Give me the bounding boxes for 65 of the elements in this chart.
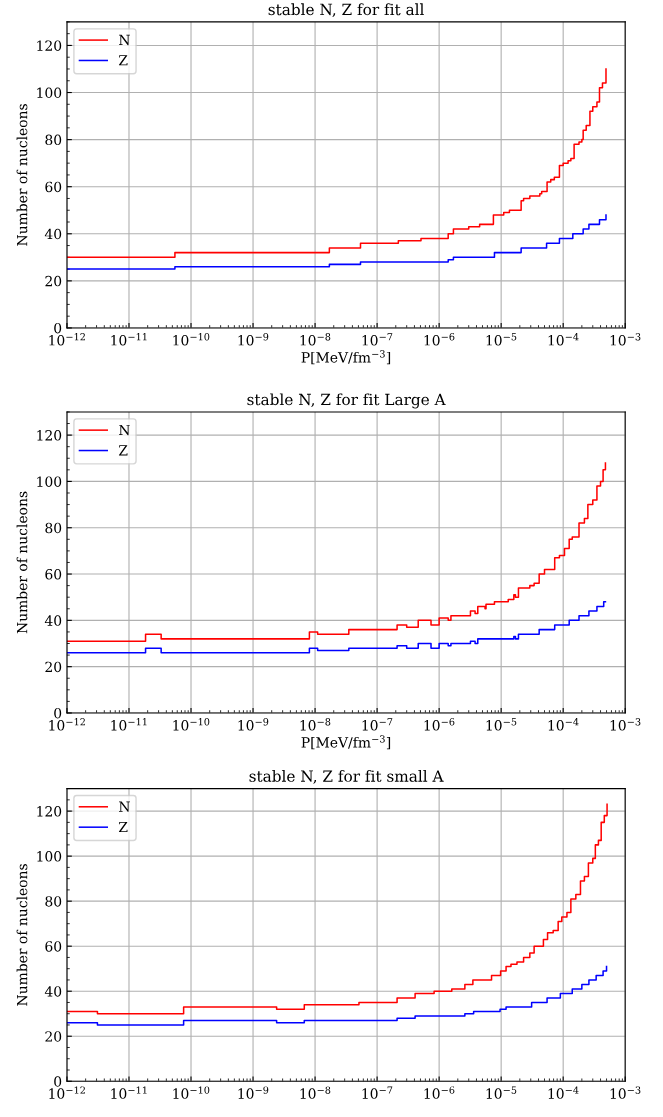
x-tick-label: 10$^{−9}$	[238, 333, 269, 346]
y-tick-label: 80	[45, 522, 62, 534]
y-tick-label: 0	[54, 1076, 62, 1087]
x-tick-label: 10$^{−12}$	[49, 333, 85, 346]
x-tick-label: 10$^{−5}$	[486, 1086, 517, 1099]
x-tick-label: 10$^{−4}$	[548, 333, 579, 346]
x-tick-label: 10$^{−11}$	[111, 1086, 147, 1099]
y-axis-title: Number of nucleons	[16, 104, 28, 246]
x-tick-label: 10$^{−3}$	[610, 718, 641, 731]
x-axis-title: P[MeV/fm$^{−3}$]	[301, 350, 391, 365]
y-tick-label: 0	[54, 707, 62, 719]
chart-title: stable N, Z for fit all	[268, 3, 424, 18]
y-tick-label: 20	[45, 275, 62, 287]
y-axis-title: Number of nucleons	[16, 491, 28, 634]
y-tick-label: 120	[37, 806, 62, 817]
x-tick-label: 10$^{−7}$	[362, 718, 393, 731]
y-tick-label: 120	[37, 430, 62, 441]
x-tick-label: 10$^{−6}$	[424, 718, 455, 731]
legend-label: Z	[118, 445, 128, 456]
y-tick-label: 0	[54, 322, 62, 334]
y-tick-label: 40	[44, 986, 62, 997]
x-tick-label: 10$^{−4}$	[548, 1086, 579, 1099]
x-tick-label: 10$^{−7}$	[362, 1086, 393, 1099]
y-tick-label: 100	[37, 851, 62, 862]
x-tick-label: 10$^{−11}$	[111, 333, 147, 346]
x-tick-label: 10$^{−3}$	[610, 1086, 641, 1099]
y-tick-label: 20	[45, 661, 62, 673]
y-tick-label: 80	[45, 134, 62, 146]
y-tick-label: 80	[45, 896, 62, 907]
y-tick-label: 60	[45, 941, 62, 952]
x-tick-label: 10$^{−12}$	[49, 718, 85, 731]
x-tick-label: 10$^{−5}$	[486, 718, 517, 731]
legend-label: N	[119, 424, 130, 436]
x-tick-label: 10$^{−6}$	[424, 333, 455, 346]
x-tick-label: 10$^{−9}$	[238, 1086, 269, 1099]
y-axis-title: Number of nucleons	[16, 864, 28, 1006]
y-tick-label: 20	[45, 1031, 62, 1042]
y-tick-label: 100	[37, 87, 62, 98]
x-tick-label: 10$^{−10}$	[173, 1086, 210, 1099]
x-tick-label: 10$^{−6}$	[424, 1086, 455, 1099]
x-tick-label: 10$^{−8}$	[300, 1086, 331, 1099]
x-tick-label: 10$^{−11}$	[111, 718, 147, 731]
x-tick-label: 10$^{−3}$	[610, 333, 641, 346]
x-tick-label: 10$^{−12}$	[49, 1086, 85, 1099]
legend-label: N	[119, 801, 130, 812]
x-tick-label: 10$^{−4}$	[548, 718, 579, 731]
x-tick-label: 10$^{−10}$	[173, 333, 210, 346]
y-tick-label: 60	[45, 181, 62, 193]
x-tick-label: 10$^{−5}$	[486, 333, 517, 346]
x-axis-title: P[MeV/fm$^{−3}$]	[301, 735, 391, 750]
legend-label: Z	[118, 55, 128, 66]
x-tick-label: 10$^{−9}$	[238, 718, 269, 731]
y-tick-label: 40	[44, 228, 62, 240]
y-tick-label: 40	[44, 615, 62, 626]
x-tick-label: 10$^{−8}$	[300, 333, 331, 346]
chart-title: stable N, Z for fit small A	[249, 770, 444, 784]
legend-label: N	[119, 34, 130, 46]
legend-label: Z	[118, 821, 128, 833]
y-tick-label: 100	[37, 476, 62, 487]
y-tick-label: 120	[37, 40, 62, 51]
y-tick-label: 60	[45, 569, 62, 580]
x-tick-label: 10$^{−8}$	[300, 718, 331, 731]
chart-title: stable N, Z for fit Large A	[247, 393, 446, 409]
x-tick-label: 10$^{−10}$	[173, 718, 210, 731]
x-tick-label: 10$^{−7}$	[362, 333, 393, 346]
